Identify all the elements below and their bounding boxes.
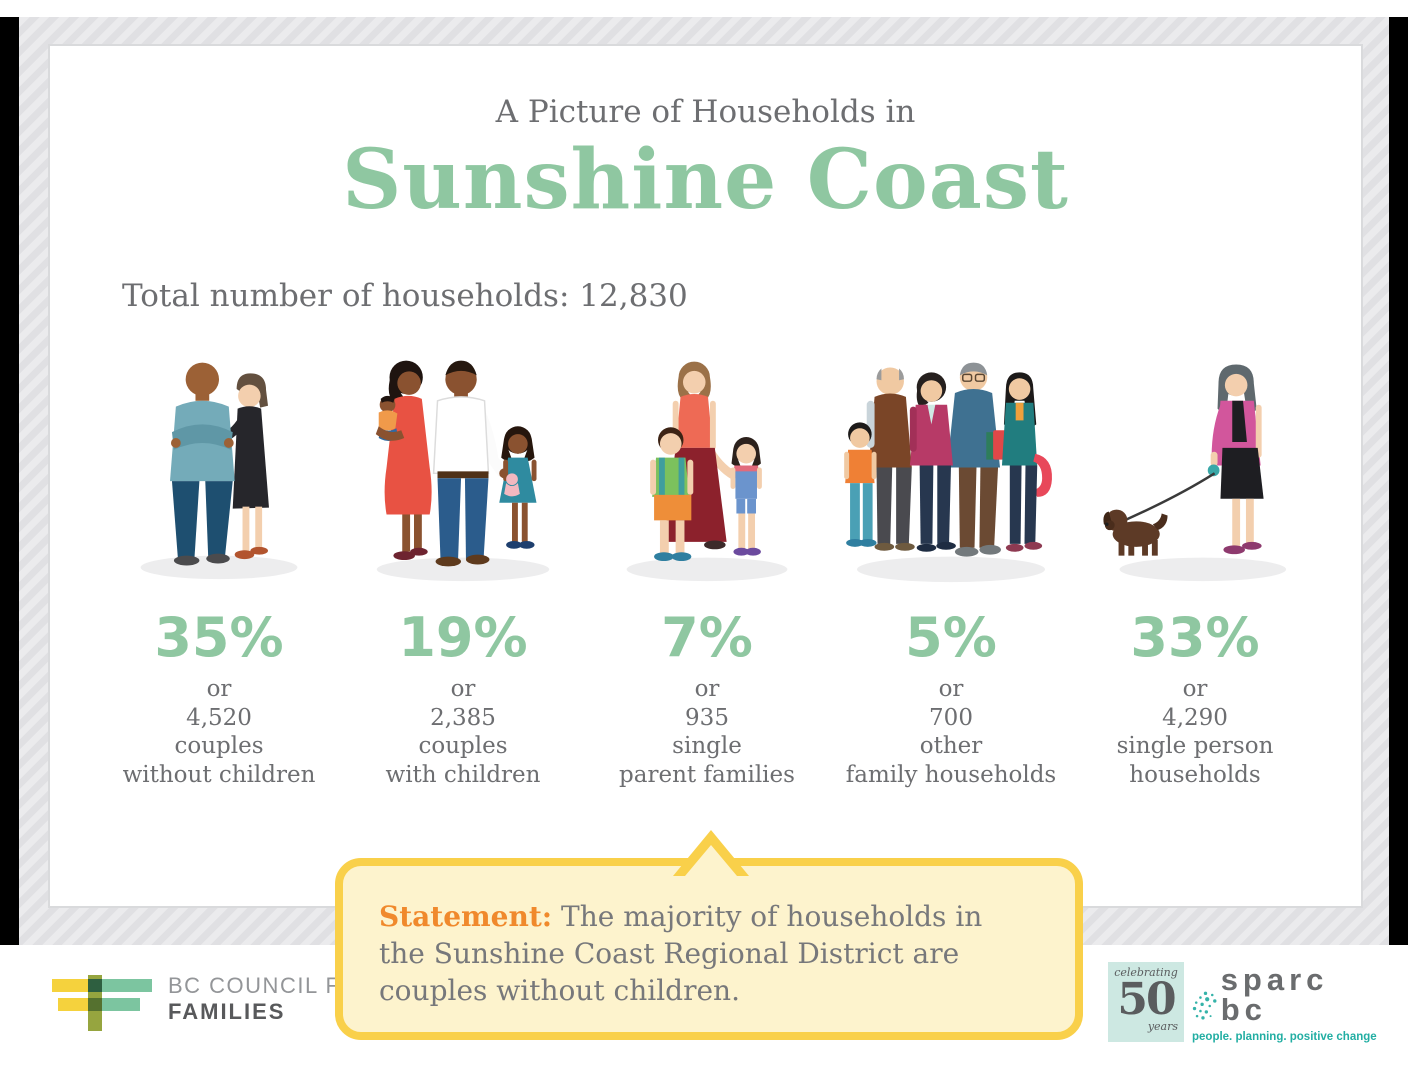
mother-figure <box>909 372 956 552</box>
stat-label: parent families <box>619 761 795 788</box>
stat-line: or <box>1182 676 1208 702</box>
anniversary-years: years <box>1147 1020 1178 1033</box>
stat-label: single person <box>1116 733 1274 759</box>
stat-col-single-person-households: 33% or 4,290 single person households <box>1073 342 1317 789</box>
dog-figure <box>1103 509 1168 556</box>
statement-body: The majority of households in the Sunshi… <box>379 900 983 1007</box>
stat-line: or <box>694 676 720 702</box>
bccf-logo-mark <box>52 975 152 1031</box>
right-black-edge <box>1389 17 1408 945</box>
statement-callout: Statement: The majority of households in… <box>335 830 1083 1040</box>
daughter-figure <box>499 426 537 549</box>
boy-figure <box>844 422 877 547</box>
stat-line: or <box>206 676 232 702</box>
percent-value: 19% <box>398 606 528 669</box>
stat-count: 4,290 <box>1162 704 1228 731</box>
stat-col-couples-without-children: 35% or 4,520 couples without children <box>97 342 341 789</box>
mother-figure <box>663 361 736 550</box>
couple-without-children-illustration <box>140 362 298 580</box>
young-woman-figure <box>1001 372 1052 552</box>
callout-pointer <box>673 830 749 876</box>
sparc-name: sparc bc <box>1220 962 1329 1027</box>
stat-line: or <box>450 676 476 702</box>
percent-value: 35% <box>154 606 284 669</box>
stat-col-other-family-households: 5% or 700 other family households <box>829 342 1073 789</box>
man-figure <box>170 362 235 566</box>
page-title: Sunshine Coast <box>342 132 1069 228</box>
percent-value: 33% <box>1130 606 1260 669</box>
sparc-bc-logo: sparc bc people. planning. positive chan… <box>1192 962 1377 1043</box>
stat-label: single <box>672 733 742 759</box>
stat-label: other <box>919 733 983 759</box>
grandfather-figure <box>866 367 915 551</box>
percent-value: 7% <box>661 606 753 669</box>
sparc-spark-icon <box>1192 991 1217 1020</box>
stat-label: couples <box>174 733 264 759</box>
couple-with-children-illustration <box>375 360 550 582</box>
left-black-edge <box>0 17 19 945</box>
anniversary-50-years-badge: celebrating 50 years <box>1108 962 1184 1042</box>
percent-value: 5% <box>905 606 997 669</box>
stat-label: family households <box>845 761 1057 788</box>
stat-count: 700 <box>929 704 973 731</box>
sparc-tagline: people. planning. positive change <box>1192 1031 1377 1043</box>
woman-walking-figure <box>1207 364 1264 555</box>
infographic-card: A Picture of Households in Sunshine Coas… <box>48 44 1363 908</box>
single-parent-family-illustration <box>626 361 788 582</box>
kicker-text: A Picture of Households in <box>495 94 916 130</box>
anniversary-celebrating: celebrating <box>1114 966 1178 979</box>
grandmother-books-figure <box>947 362 1010 557</box>
stat-count: 935 <box>685 704 729 731</box>
daughter-figure <box>730 437 762 556</box>
stat-label: without children <box>122 761 316 788</box>
stat-count: 4,520 <box>186 704 252 731</box>
stat-columns: 35% or 4,520 couples without children <box>97 342 1317 789</box>
single-person-household-illustration <box>1103 364 1287 582</box>
stat-col-couples-with-children: 19% or 2,385 couples with children <box>341 342 585 789</box>
total-households-label: Total number of households: 12,830 <box>122 278 688 314</box>
stat-col-single-parent-families: 7% or 935 single parent families <box>585 342 829 789</box>
father-figure <box>432 360 510 567</box>
bccf-line2: FAMILIES <box>168 999 286 1024</box>
stat-count: 2,385 <box>430 704 496 731</box>
stat-label: couples <box>418 733 508 759</box>
son-figure <box>650 427 694 562</box>
stat-label: households <box>1129 761 1261 788</box>
mother-figure <box>375 360 432 561</box>
stat-label: with children <box>385 761 541 788</box>
statement-text: Statement: The majority of households in… <box>343 866 1075 1009</box>
dog-leash <box>1123 472 1216 522</box>
anniversary-number: 50 <box>1117 974 1176 1025</box>
stat-line: or <box>938 676 964 702</box>
other-family-household-illustration <box>844 362 1052 583</box>
statement-label: Statement: <box>379 900 553 933</box>
bccf-logo: BC COUNCIL FOR FAMILIES <box>52 973 376 1033</box>
